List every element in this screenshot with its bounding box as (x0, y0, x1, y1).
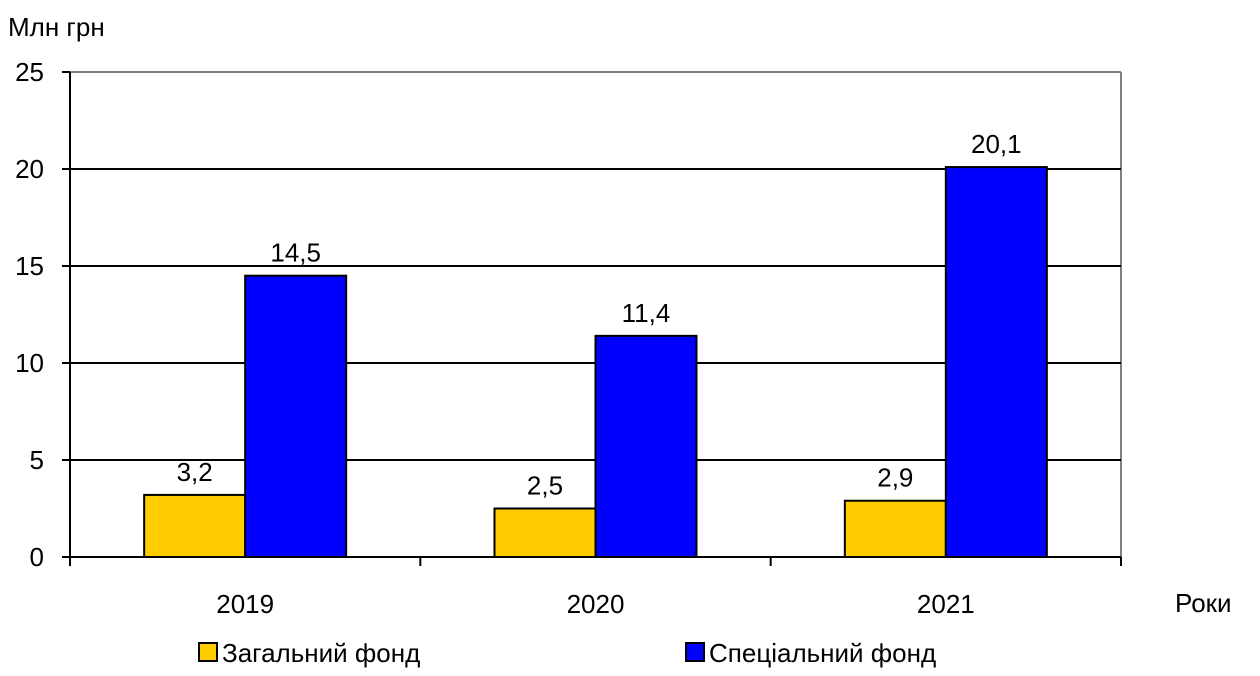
data-label: 11,4 (622, 298, 671, 328)
x-category-label: 2020 (567, 589, 625, 619)
x-axis-title: Роки (1175, 588, 1232, 618)
bar-2021-general-fund (843, 499, 947, 558)
legend: Загальний фонд Спеціальний фонд (198, 638, 936, 668)
legend-item-special-fund: Спеціальний фонд (685, 638, 936, 668)
legend-swatch (685, 642, 705, 662)
data-label: 3,2 (177, 457, 213, 487)
y-tick-label: 15 (15, 251, 44, 281)
y-axis-title: Млн грн (8, 12, 105, 42)
data-label: 2,9 (877, 463, 913, 493)
labels: 0 5 10 15 20 25 3,2 14,5 2019 2,5 11,4 2020 2,9 20,1 2… (15, 57, 1022, 619)
y-tick-label: 10 (15, 348, 44, 378)
bar-2019-special-fund (244, 274, 348, 558)
bar-2019-general-fund (143, 493, 247, 559)
legend-label: Загальний фонд (222, 638, 420, 668)
bar-2021-special-fund (944, 166, 1048, 558)
bars (143, 166, 1048, 559)
x-category-label: 2019 (216, 589, 274, 619)
bar-2020-special-fund (594, 334, 698, 558)
legend-item-general-fund: Загальний фонд (198, 638, 420, 668)
legend-label: Спеціальний фонд (709, 638, 936, 668)
x-category-label: 2021 (917, 589, 975, 619)
data-label: 20,1 (971, 129, 1022, 159)
bar-2020-general-fund (493, 507, 597, 558)
y-tick-label: 20 (15, 154, 44, 184)
plot-frame (70, 71, 1122, 557)
y-tick-label: 5 (30, 445, 44, 475)
data-label: 14,5 (270, 238, 321, 268)
y-tick-label: 25 (15, 57, 44, 87)
data-label: 2,5 (527, 471, 563, 501)
y-tick-label: 0 (30, 542, 44, 572)
axes (62, 71, 1122, 566)
legend-swatch (198, 642, 218, 662)
